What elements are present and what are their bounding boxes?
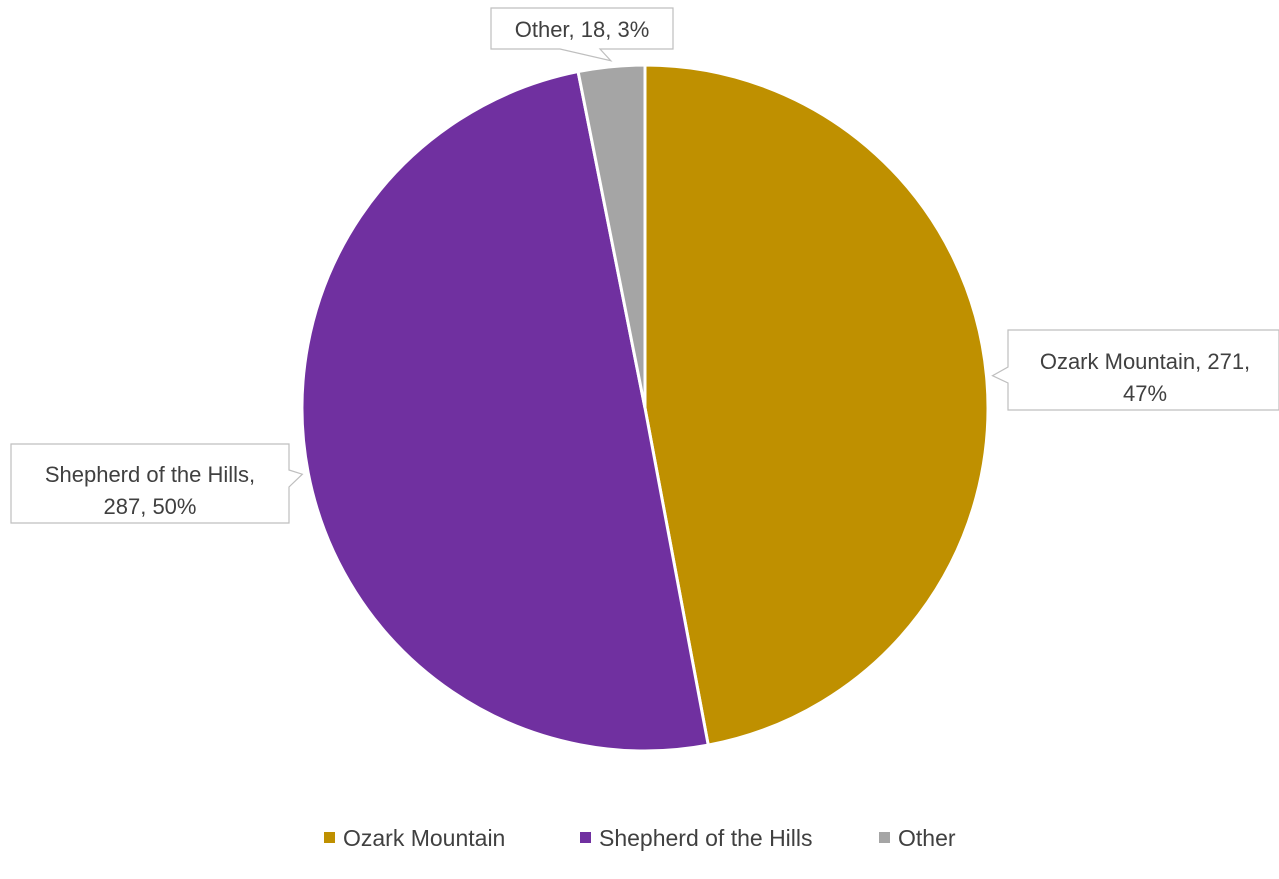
data-label-text: 47% — [1123, 381, 1167, 406]
data-label-shepherd-of-the-hills: Shepherd of the Hills, 287, 50% — [10, 443, 304, 524]
legend-swatch — [324, 832, 335, 843]
data-label-text: Ozark Mountain, 271, — [1040, 349, 1250, 374]
legend: Ozark Mountain Shepherd of the Hills Other — [324, 825, 956, 851]
data-label-text: Other, 18, 3% — [515, 17, 650, 42]
data-label-text: Shepherd of the Hills, — [45, 462, 255, 487]
legend-swatch — [879, 832, 890, 843]
legend-item-shepherd-of-the-hills: Shepherd of the Hills — [580, 825, 813, 851]
legend-swatch — [580, 832, 591, 843]
legend-label: Other — [898, 825, 956, 851]
legend-label: Ozark Mountain — [343, 825, 505, 851]
data-label-box — [10, 443, 304, 524]
data-label-ozark-mountain: Ozark Mountain, 271, 47% — [991, 329, 1279, 411]
pie-slice-other — [576, 63, 647, 409]
legend-item-ozark-mountain: Ozark Mountain — [324, 825, 505, 851]
data-label-text: 287, 50% — [104, 494, 197, 519]
pie-slice-ozark-mountain — [643, 63, 990, 747]
data-label-other: Other, 18, 3% — [490, 7, 674, 62]
pie-slices — [300, 63, 990, 753]
pie-slice-shepherd-of-the-hills — [300, 69, 710, 753]
data-label-box — [991, 329, 1279, 411]
legend-label: Shepherd of the Hills — [599, 825, 813, 851]
legend-item-other: Other — [879, 825, 956, 851]
data-label-box — [490, 7, 674, 62]
data-label-callouts: Ozark Mountain, 271, 47% Shepherd of the H… — [10, 7, 1279, 524]
